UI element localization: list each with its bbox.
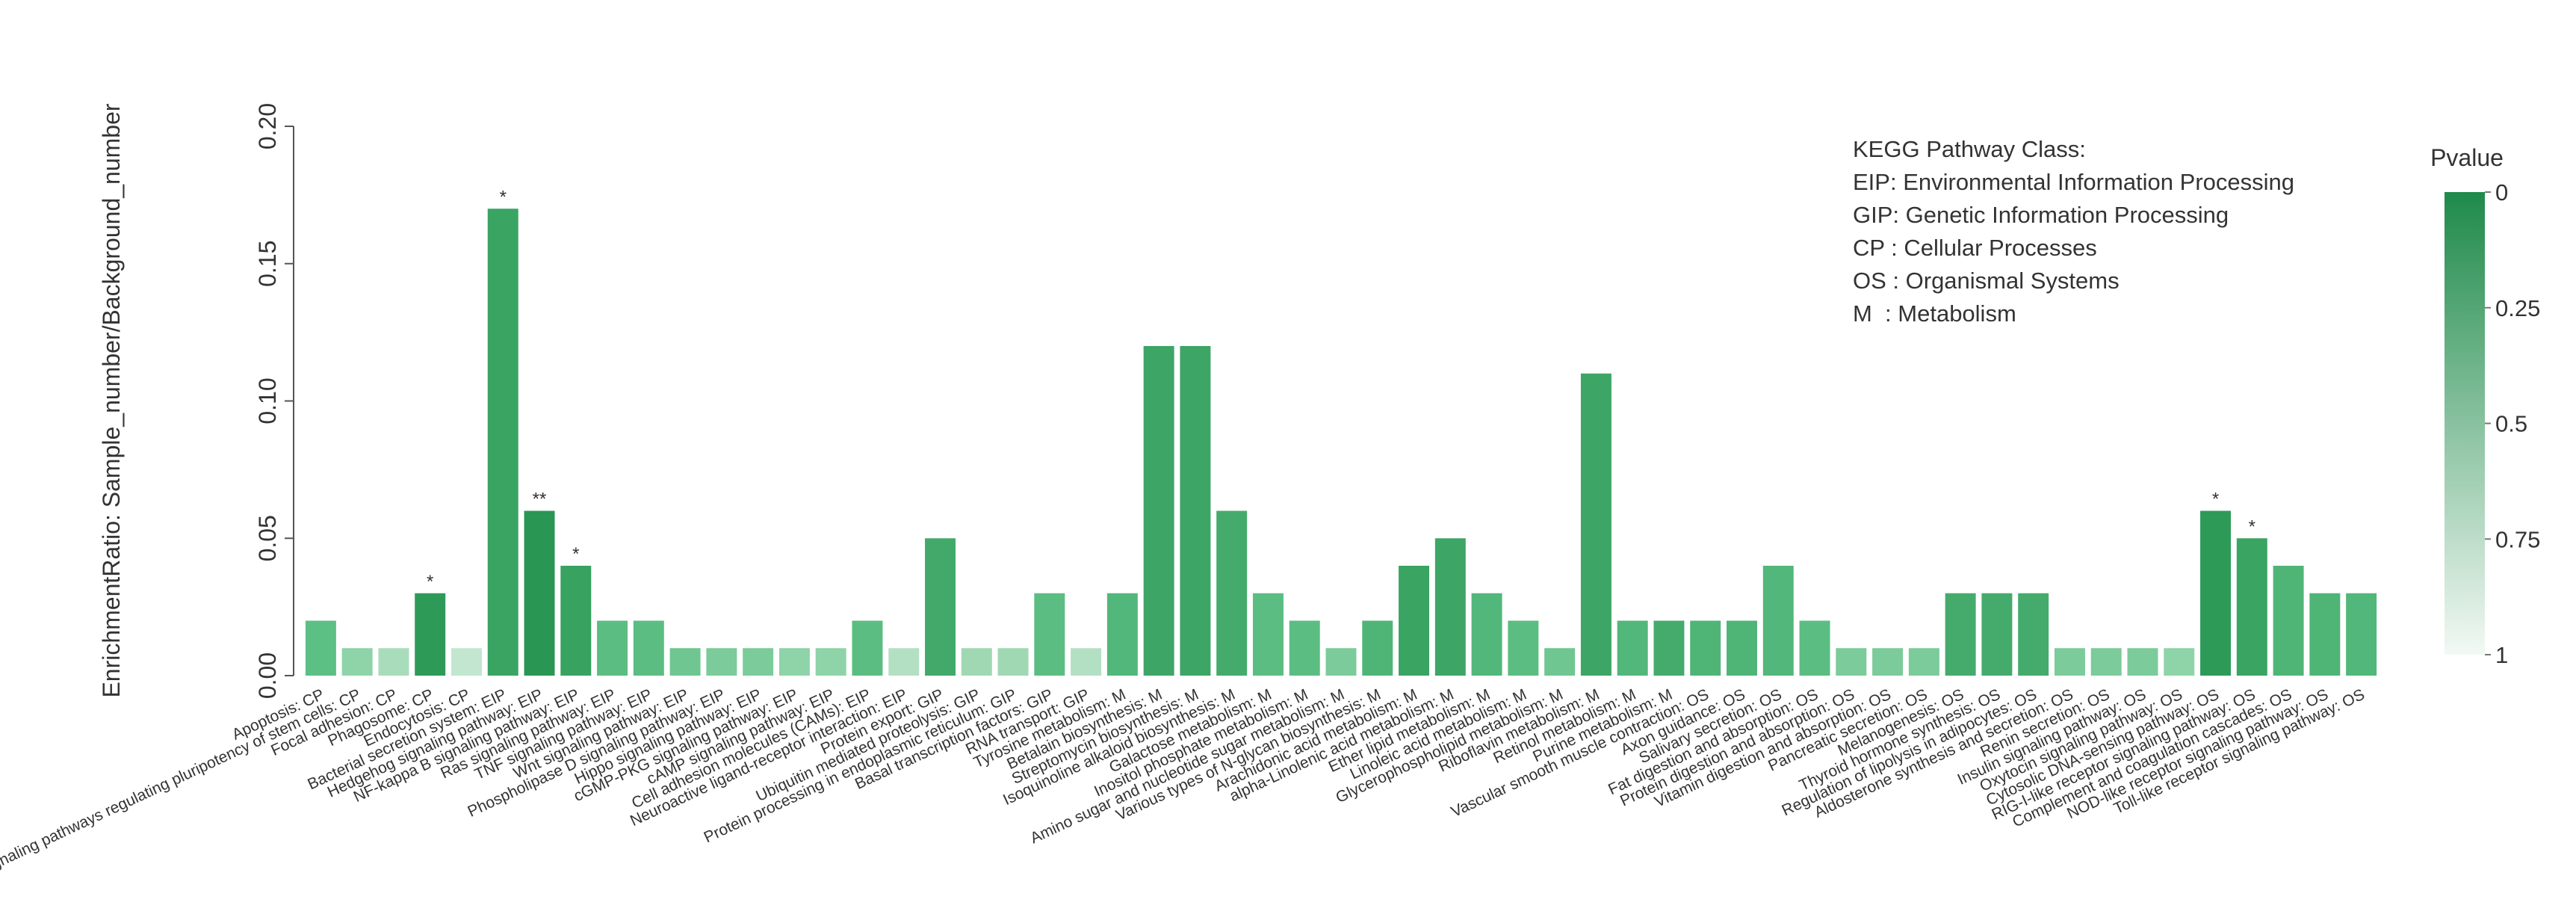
legend-text: M : Metabolism bbox=[1853, 300, 2016, 327]
bar bbox=[1762, 566, 1794, 676]
significance-label: * bbox=[2212, 490, 2219, 510]
bar bbox=[1981, 593, 2013, 676]
bar bbox=[1106, 593, 1138, 676]
bar bbox=[2054, 648, 2085, 676]
y-tick-label: 0.05 bbox=[254, 515, 281, 561]
bar bbox=[888, 648, 920, 676]
bar bbox=[1836, 648, 1867, 676]
bar bbox=[633, 620, 664, 676]
bar bbox=[2346, 593, 2377, 676]
bar bbox=[2200, 510, 2232, 676]
bar bbox=[1945, 593, 1976, 676]
bar bbox=[706, 648, 737, 676]
bar bbox=[1143, 346, 1174, 676]
bar bbox=[451, 648, 482, 676]
significance-label: * bbox=[2249, 516, 2255, 537]
bar bbox=[1071, 648, 1102, 676]
bar bbox=[1799, 620, 1830, 676]
bar bbox=[1508, 620, 1539, 676]
bar bbox=[1216, 510, 1248, 676]
bar bbox=[597, 620, 628, 676]
legend-text: OS : Organismal Systems bbox=[1853, 268, 2120, 294]
legend-text: EIP: Environmental Information Processin… bbox=[1853, 169, 2294, 195]
bar bbox=[961, 648, 992, 676]
bar bbox=[852, 620, 883, 676]
bar bbox=[997, 648, 1029, 676]
colorbar-tick-label: 0.5 bbox=[2495, 411, 2527, 437]
bar bbox=[1471, 593, 1502, 676]
bar bbox=[2273, 566, 2304, 676]
bar bbox=[1727, 620, 1757, 676]
bar bbox=[487, 209, 518, 676]
bar bbox=[524, 510, 555, 676]
significance-label: ** bbox=[533, 490, 547, 510]
bar bbox=[415, 593, 446, 676]
y-tick-label: 0.15 bbox=[254, 241, 281, 287]
colorbar-tick-label: 0 bbox=[2495, 179, 2508, 206]
bar bbox=[743, 648, 774, 676]
significance-label: * bbox=[572, 544, 579, 564]
bar bbox=[778, 648, 810, 676]
y-tick-label: 0.00 bbox=[254, 652, 281, 699]
significance-label: * bbox=[427, 572, 433, 592]
bar bbox=[305, 620, 336, 676]
legend-text: KEGG Pathway Class: bbox=[1853, 136, 2086, 162]
bar bbox=[815, 648, 846, 676]
bar bbox=[1908, 648, 1939, 676]
y-tick-label: 0.20 bbox=[254, 103, 281, 149]
bar bbox=[2018, 593, 2049, 676]
bar bbox=[1289, 620, 1320, 676]
colorbar-title: Pvalue bbox=[2430, 144, 2504, 171]
bar bbox=[1180, 346, 1211, 676]
bar bbox=[1617, 620, 1648, 676]
colorbar bbox=[2445, 192, 2485, 655]
bar bbox=[560, 566, 592, 676]
bar bbox=[1325, 648, 1357, 676]
bar bbox=[1544, 648, 1576, 676]
bar bbox=[1434, 538, 1466, 676]
bar bbox=[1034, 593, 1065, 676]
bar bbox=[1872, 648, 1904, 676]
bar bbox=[2309, 593, 2341, 676]
colorbar-tick-label: 1 bbox=[2495, 642, 2508, 668]
bar bbox=[1252, 593, 1284, 676]
bar bbox=[669, 648, 701, 676]
colorbar-tick-label: 0.25 bbox=[2495, 295, 2540, 321]
legend-text: GIP: Genetic Information Processing bbox=[1853, 202, 2229, 228]
bar bbox=[1580, 373, 1611, 676]
bar bbox=[1653, 620, 1685, 676]
bar bbox=[378, 648, 409, 676]
bar bbox=[1399, 566, 1430, 676]
bar bbox=[1362, 620, 1393, 676]
bar bbox=[925, 538, 956, 676]
colorbar-tick-label: 0.75 bbox=[2495, 526, 2540, 552]
bar bbox=[2164, 648, 2195, 676]
legend-text: CP : Cellular Processes bbox=[1853, 235, 2097, 261]
bar bbox=[1690, 620, 1721, 676]
bar bbox=[2090, 648, 2122, 676]
bar bbox=[341, 648, 373, 676]
y-axis-title: EnrichmentRatio: Sample_number/Backgroun… bbox=[98, 103, 125, 697]
y-tick-label: 0.10 bbox=[254, 377, 281, 424]
bar bbox=[2127, 648, 2158, 676]
bar bbox=[2236, 538, 2267, 676]
significance-label: * bbox=[500, 187, 507, 207]
